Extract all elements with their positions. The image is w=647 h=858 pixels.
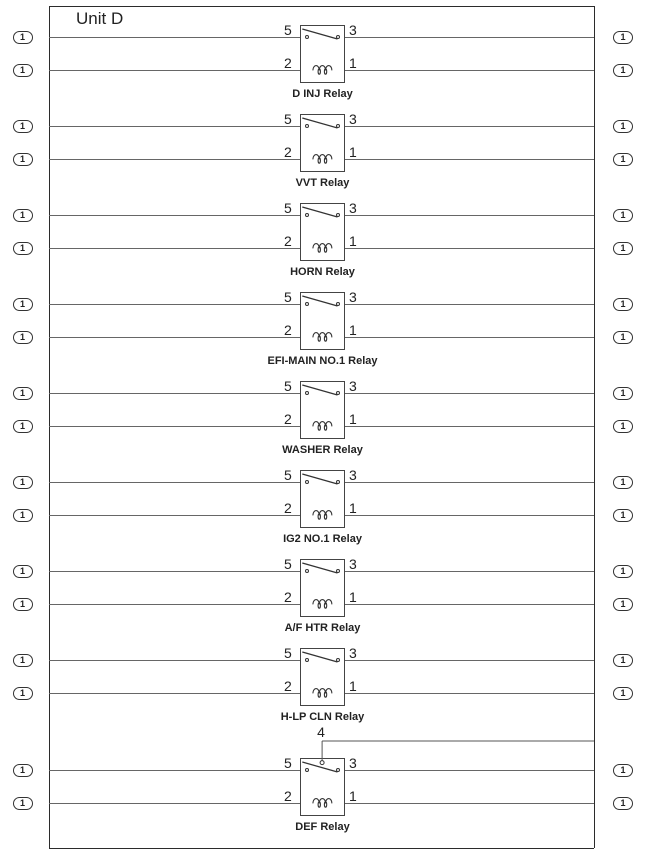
svg-text:4: 4 [317,724,325,740]
